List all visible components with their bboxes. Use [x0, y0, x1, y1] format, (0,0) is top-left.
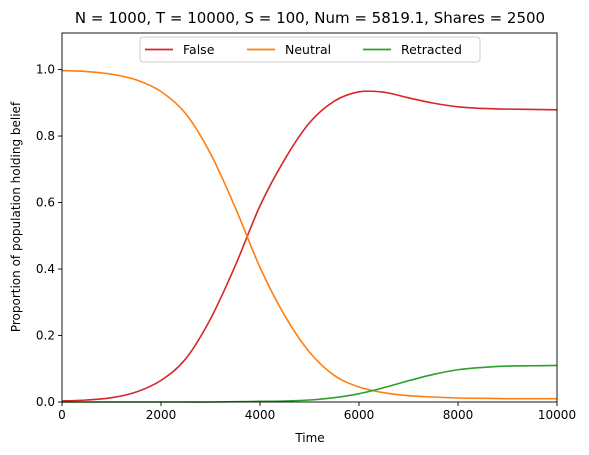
y-tick-label: 0.4	[36, 262, 55, 276]
legend-label-retracted: Retracted	[401, 42, 462, 57]
series-line-retracted	[62, 364, 558, 403]
series-line-neutral	[61, 69, 558, 400]
y-tick-label: 0.6	[36, 196, 55, 210]
x-axis-label: Time	[294, 431, 324, 445]
plot-area: 0 2000 4000 6000 8000 10000 0.0 0.2 0.4 0.6 0.8 1.0	[36, 32, 576, 422]
series-line-false	[61, 90, 558, 402]
y-tick-label: 0.0	[36, 395, 55, 409]
axes-frame	[61, 32, 558, 403]
legend: False Neutral Retracted	[139, 36, 481, 63]
legend-label-neutral: Neutral	[285, 42, 331, 57]
y-tick-label: 1.0	[36, 63, 55, 77]
x-tick-label: 2000	[146, 408, 177, 422]
x-tick-label: 6000	[344, 408, 375, 422]
legend-label-false: False	[183, 42, 215, 57]
y-tick-label: 0.8	[36, 129, 55, 143]
x-tick-label: 8000	[443, 408, 474, 422]
y-axis-label: Proportion of population holding belief	[9, 101, 23, 332]
x-tick-label: 10000	[538, 408, 576, 422]
chart-title: N = 1000, T = 10000, S = 100, Num = 5819…	[75, 9, 545, 27]
x-tick-label: 0	[58, 408, 66, 422]
y-tick-label: 0.2	[36, 329, 55, 343]
x-tick-label: 4000	[245, 408, 276, 422]
legend-box	[139, 36, 481, 63]
